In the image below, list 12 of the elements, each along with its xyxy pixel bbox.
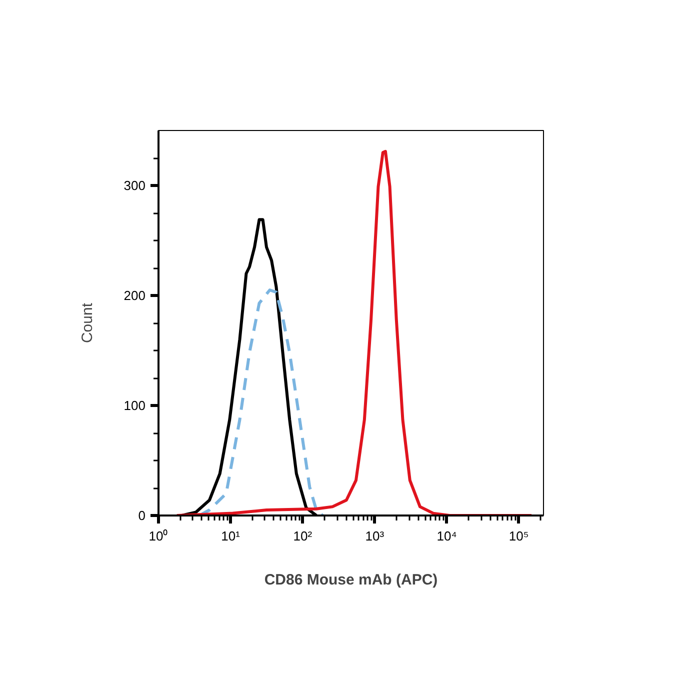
x-tick-label: 10⁴	[436, 528, 457, 544]
y-tick-label: 100	[124, 398, 146, 413]
y-tick-label: 0	[138, 508, 146, 523]
y-axis-title: Count	[78, 302, 96, 344]
x-tick-label: 10⁰	[148, 528, 168, 544]
x-axis-title: CD86 Mouse mAb (APC)	[264, 572, 438, 588]
y-tick-label: 200	[124, 288, 146, 303]
y-tick-label: 300	[124, 178, 146, 193]
x-tick-label: 10³	[365, 528, 385, 544]
x-tick-label: 10⁵	[508, 528, 529, 544]
x-tick-label: 10¹	[221, 528, 241, 544]
x-tick-label: 10²	[293, 528, 313, 544]
